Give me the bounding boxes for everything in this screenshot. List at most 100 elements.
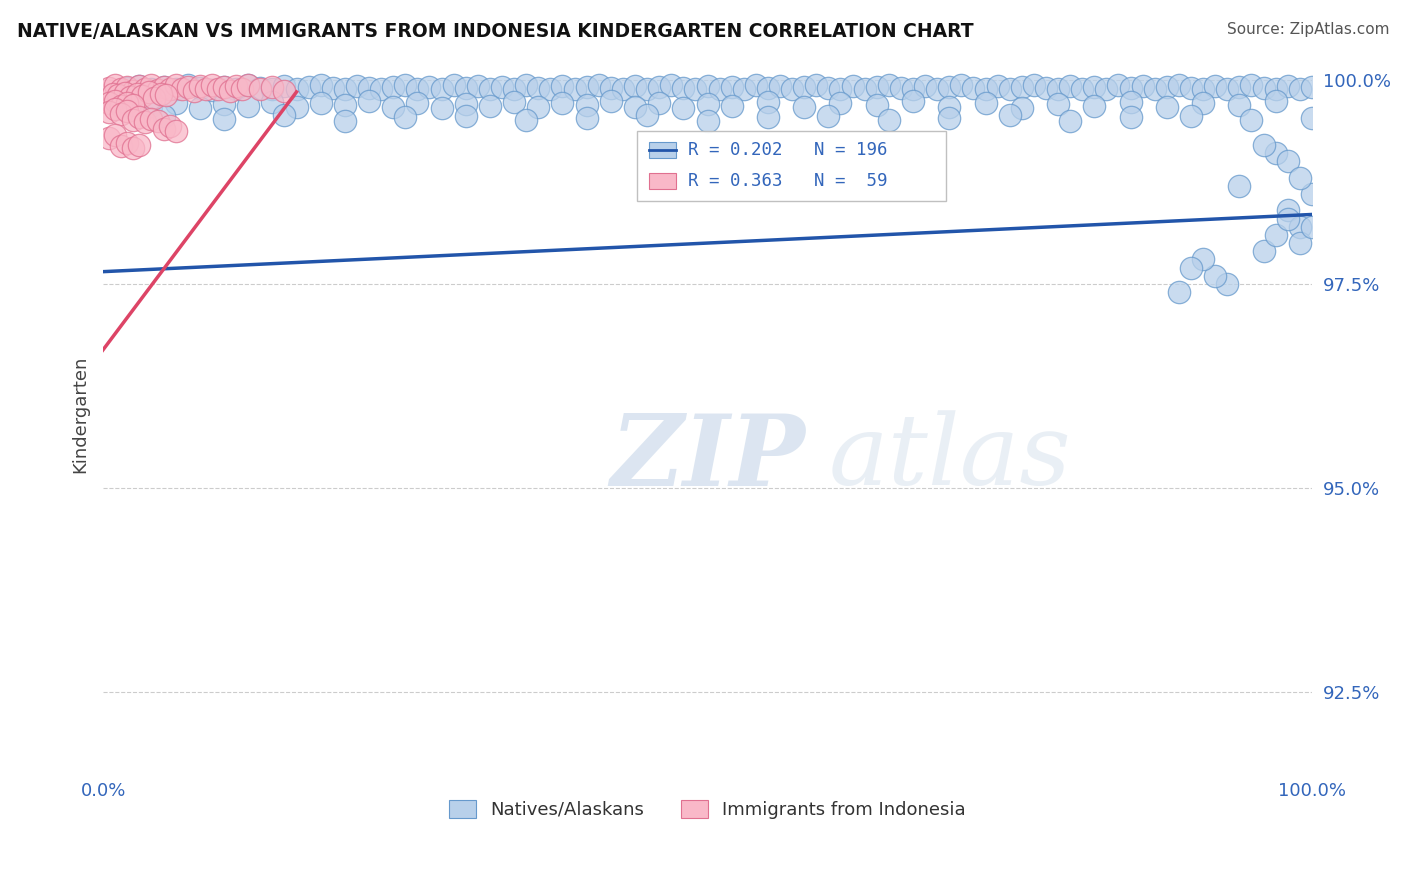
Point bbox=[527, 80, 550, 95]
FancyBboxPatch shape bbox=[637, 130, 946, 201]
Point bbox=[1059, 113, 1081, 128]
Point bbox=[998, 81, 1021, 95]
Point bbox=[659, 78, 682, 93]
Text: R = 0.363   N =  59: R = 0.363 N = 59 bbox=[688, 172, 887, 190]
Point bbox=[1180, 109, 1202, 123]
Point bbox=[1288, 170, 1310, 185]
Point bbox=[962, 80, 984, 95]
Point bbox=[219, 84, 242, 98]
Point bbox=[333, 82, 356, 96]
Point bbox=[1253, 80, 1275, 95]
Point bbox=[155, 88, 177, 103]
Point bbox=[117, 80, 139, 95]
Point bbox=[122, 84, 145, 98]
Point bbox=[152, 110, 174, 124]
Point bbox=[1022, 78, 1045, 93]
Point bbox=[1119, 110, 1142, 124]
Point bbox=[1301, 187, 1323, 202]
Point bbox=[806, 78, 828, 93]
Point bbox=[346, 79, 368, 94]
Point bbox=[262, 82, 284, 96]
Point bbox=[1167, 285, 1189, 299]
Point bbox=[938, 100, 960, 114]
Text: Source: ZipAtlas.com: Source: ZipAtlas.com bbox=[1226, 22, 1389, 37]
Point bbox=[866, 98, 889, 112]
Point bbox=[117, 95, 139, 110]
Point bbox=[1108, 78, 1130, 93]
Point bbox=[249, 82, 271, 96]
Point bbox=[104, 102, 127, 116]
Point bbox=[262, 95, 284, 109]
Point bbox=[478, 99, 501, 113]
Point bbox=[564, 81, 586, 95]
Point bbox=[430, 82, 453, 96]
Point bbox=[1192, 82, 1215, 96]
Point bbox=[117, 80, 139, 95]
Point bbox=[793, 100, 815, 114]
Point bbox=[575, 111, 598, 125]
Point bbox=[1301, 219, 1323, 234]
Point bbox=[134, 81, 156, 95]
Point bbox=[515, 112, 537, 127]
Point bbox=[165, 95, 187, 110]
Point bbox=[914, 79, 936, 94]
Point bbox=[150, 87, 173, 101]
Point bbox=[769, 79, 792, 94]
Point bbox=[1071, 81, 1094, 95]
Point bbox=[467, 79, 489, 94]
Point bbox=[309, 96, 332, 111]
Point bbox=[793, 80, 815, 95]
Point bbox=[1156, 80, 1178, 95]
Point bbox=[322, 80, 344, 95]
Point bbox=[333, 113, 356, 128]
Point bbox=[152, 121, 174, 136]
Point bbox=[141, 99, 163, 113]
Point bbox=[165, 124, 187, 138]
Point bbox=[709, 81, 731, 95]
Point bbox=[141, 82, 163, 96]
Point bbox=[238, 78, 260, 93]
Point bbox=[249, 80, 271, 95]
Point bbox=[756, 110, 779, 124]
Point bbox=[110, 99, 132, 113]
Point bbox=[146, 114, 169, 128]
Point bbox=[901, 82, 924, 96]
Point bbox=[212, 80, 235, 95]
Point bbox=[118, 90, 141, 104]
Point bbox=[1264, 146, 1286, 161]
Point bbox=[950, 78, 973, 93]
Point bbox=[636, 81, 658, 95]
Point bbox=[998, 108, 1021, 122]
Point bbox=[138, 85, 160, 99]
Point bbox=[696, 113, 718, 128]
Point bbox=[98, 104, 121, 119]
Point bbox=[333, 98, 356, 112]
Point bbox=[901, 94, 924, 108]
Point bbox=[1167, 78, 1189, 93]
Point bbox=[938, 111, 960, 125]
Point bbox=[1047, 97, 1070, 112]
Point bbox=[212, 97, 235, 112]
Point bbox=[1288, 219, 1310, 234]
Point bbox=[648, 80, 671, 95]
Point bbox=[1240, 78, 1263, 93]
Point bbox=[183, 84, 205, 98]
Point bbox=[1240, 112, 1263, 127]
Point bbox=[830, 96, 852, 111]
Point bbox=[1156, 100, 1178, 114]
Point bbox=[877, 112, 900, 127]
Point bbox=[152, 80, 174, 95]
Point bbox=[177, 80, 200, 95]
Point bbox=[745, 78, 768, 93]
Point bbox=[298, 80, 321, 95]
Point bbox=[131, 89, 153, 103]
Point bbox=[1059, 79, 1081, 94]
Point bbox=[720, 80, 742, 95]
Point bbox=[98, 80, 121, 95]
Point bbox=[101, 87, 124, 101]
Point bbox=[685, 82, 707, 96]
Point bbox=[1264, 94, 1286, 108]
Point bbox=[478, 81, 501, 95]
Point bbox=[1192, 96, 1215, 111]
Point bbox=[443, 78, 465, 93]
